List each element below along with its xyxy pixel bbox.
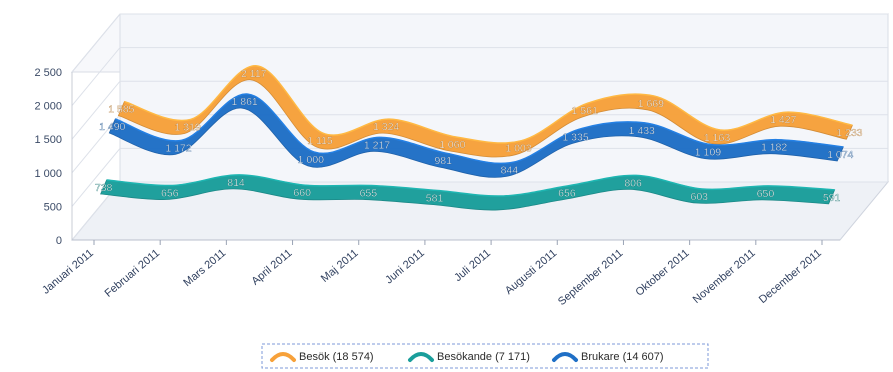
data-label: 844 — [501, 164, 519, 176]
data-label: 738 — [95, 182, 113, 194]
series-1 — [100, 174, 836, 211]
x-tick-label: Maj 2011 — [319, 247, 361, 285]
y-tick-label: 500 — [44, 201, 62, 213]
data-label: 650 — [757, 188, 775, 200]
data-label: 2 117 — [241, 68, 267, 80]
data-label: 1 060 — [439, 139, 465, 151]
data-label: 1 324 — [373, 121, 399, 133]
x-tick-label: November 2011 — [691, 247, 758, 306]
data-label: 656 — [161, 187, 179, 199]
x-axis: Januari 2011 Februari 2011 Mars 2011 April … — [40, 239, 840, 308]
data-label: 1 561 — [572, 105, 598, 117]
data-label: 806 — [624, 177, 642, 189]
data-label: 656 — [558, 187, 576, 199]
y-axis: 0 500 1 000 1 500 2 000 2 500 — [34, 67, 73, 247]
series-ribbon-highlight — [106, 174, 835, 197]
data-label: 1 109 — [695, 147, 721, 159]
data-label: 1 217 — [364, 139, 390, 151]
grid-line — [71, 147, 888, 207]
data-label: 581 — [426, 193, 444, 205]
data-label: 1 861 — [232, 96, 258, 108]
legend: Besök (18 574) Besökande (7 171) Brukare (… — [261, 343, 709, 369]
legend-label: Besökande (7 171) — [437, 351, 530, 363]
data-label: 814 — [227, 177, 245, 189]
x-tick-label: April 2011 — [249, 247, 294, 288]
grid-line — [71, 47, 888, 106]
data-label: 1 319 — [174, 121, 200, 133]
data-label: 1 490 — [99, 121, 125, 133]
data-label: 1 115 — [307, 135, 333, 147]
data-label: 655 — [360, 188, 378, 200]
data-label: 1 163 — [704, 132, 730, 144]
data-label: 1 233 — [836, 127, 862, 139]
y-tick-label: 1 000 — [34, 168, 62, 180]
legend-box — [261, 343, 709, 369]
data-label: 591 — [823, 192, 841, 204]
series-ribbon-highlight — [124, 65, 853, 144]
y-tick-label: 1 500 — [34, 134, 62, 146]
legend-symbol — [552, 352, 578, 362]
data-label: 1 000 — [298, 154, 324, 166]
x-tick-label: Februari 2011 — [103, 247, 163, 300]
data-label: 1 427 — [770, 114, 796, 126]
legend-symbol — [270, 352, 296, 362]
legend-label: Besök (18 574) — [299, 351, 374, 363]
data-label: 1 172 — [165, 142, 191, 154]
legend-item[interactable]: Brukare (14 607) — [552, 351, 664, 363]
y-tick-label: 2 500 — [34, 67, 62, 79]
x-tick-label: Oktober 2011 — [633, 247, 691, 299]
data-label: 1 335 — [562, 131, 588, 143]
series-0 — [117, 65, 853, 158]
x-tick-label: Januari 2011 — [40, 247, 96, 297]
x-tick-label: December 2011 — [757, 247, 824, 306]
y-tick-label: 2 000 — [34, 101, 62, 113]
data-labels: 1 585 1 319 2 117 1 115 1 324 1 060 1 003 1 561… — [95, 68, 863, 205]
data-label: 1 074 — [827, 149, 853, 161]
legend-item[interactable]: Besök (18 574) — [270, 351, 374, 363]
data-label: 603 — [691, 191, 709, 203]
grid-line — [71, 13, 888, 73]
data-label: 1 182 — [761, 142, 787, 154]
legend-symbol — [408, 352, 434, 362]
data-label: 1 433 — [629, 125, 655, 137]
data-label: 1 669 — [638, 98, 664, 110]
series-layer — [100, 65, 853, 211]
data-label: 1 003 — [505, 143, 531, 155]
legend-label: Brukare (14 607) — [581, 351, 664, 363]
x-tick-label: Mars 2011 — [181, 247, 228, 289]
grid-line — [71, 80, 888, 140]
data-label: 981 — [434, 155, 452, 167]
y-tick-label: 0 — [56, 235, 62, 247]
series-ribbon-highlight — [115, 93, 844, 165]
x-tick-label: September 2011 — [556, 247, 625, 308]
data-label: 660 — [293, 187, 311, 199]
legend-item[interactable]: Besökande (7 171) — [408, 351, 530, 363]
x-tick-label: Juni 2011 — [383, 247, 427, 286]
x-tick-label: Juli 2011 — [452, 247, 493, 284]
data-label: 1 585 — [108, 104, 134, 116]
x-tick-label: Augusti 2011 — [503, 247, 559, 297]
series-2 — [108, 93, 844, 178]
